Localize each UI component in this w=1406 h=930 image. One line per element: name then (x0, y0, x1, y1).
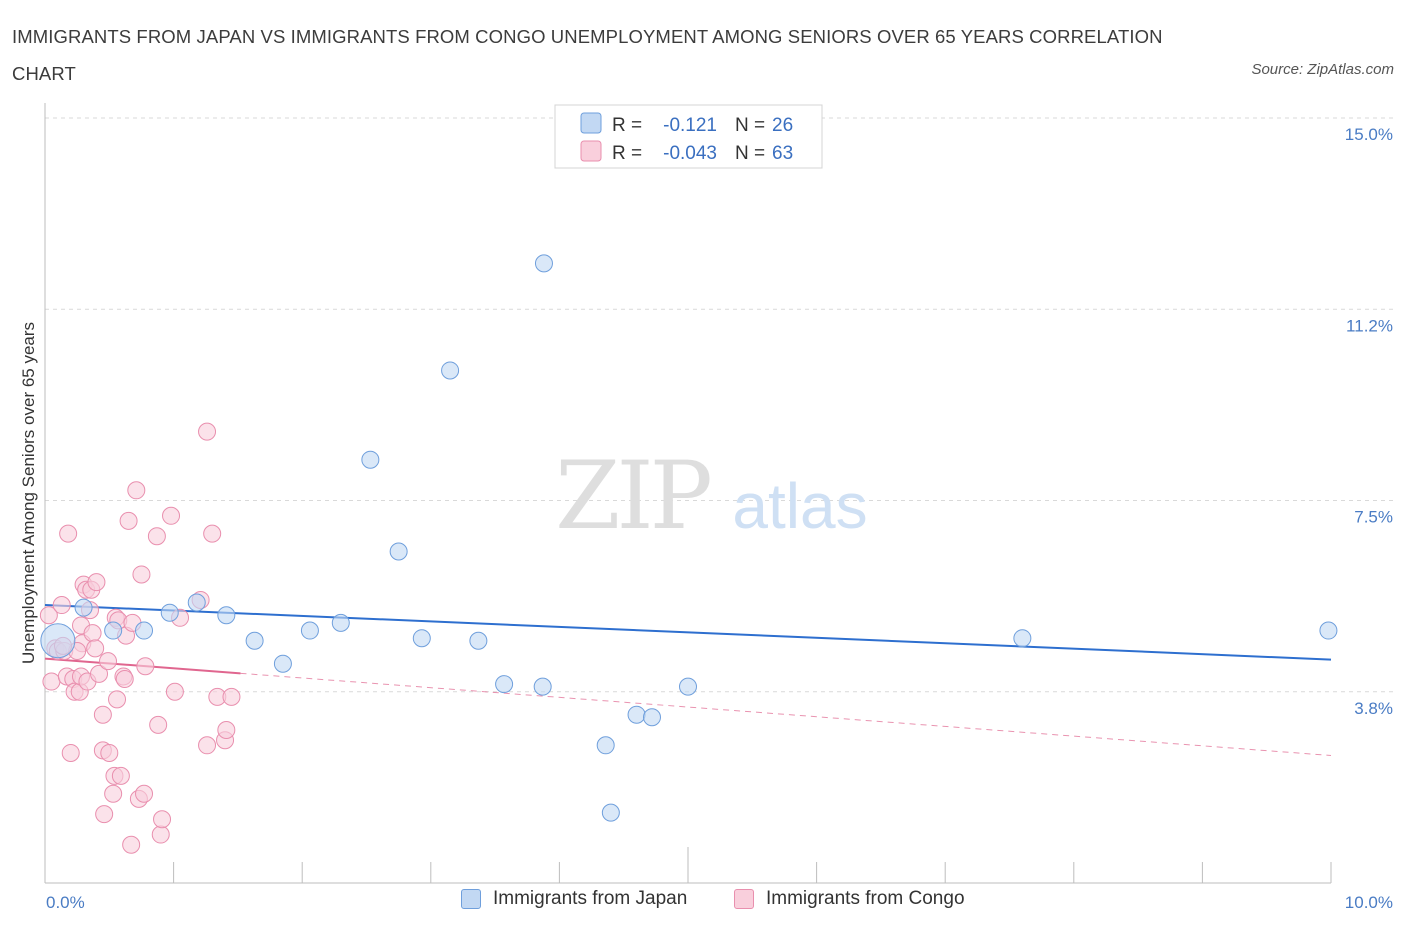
point-congo-41 (132, 565, 151, 584)
y-tick-labels: 15.0% 11.2% 7.5% 3.8% (1345, 125, 1393, 718)
legend-congo-n-label: N = (735, 143, 765, 164)
point-japan-15 (469, 631, 488, 650)
point-congo-59 (115, 670, 134, 688)
legend-congo-n-value: 63 (772, 143, 793, 164)
y-tick-label-0: 15.0% (1345, 125, 1393, 144)
point-congo-20 (86, 639, 105, 658)
point-congo-37 (122, 835, 141, 854)
point-congo-0 (39, 606, 58, 625)
point-japan-20 (627, 705, 646, 724)
point-congo-39 (127, 481, 146, 500)
point-congo-7 (59, 524, 78, 543)
legend-congo-r-value: -0.043 (663, 143, 717, 164)
point-japan-1 (74, 598, 93, 617)
x-tick-label-left: 0.0% (46, 893, 85, 912)
point-congo-25 (95, 805, 114, 824)
point-congo-52 (198, 422, 217, 441)
data-points (39, 254, 1338, 854)
point-japan-8 (273, 654, 292, 673)
point-japan-14 (441, 361, 460, 380)
point-congo-27 (100, 743, 119, 762)
point-japan-17 (534, 254, 553, 273)
x-tick-labels: 0.0% 10.0% (46, 893, 1393, 912)
point-congo-48 (162, 506, 181, 525)
point-japan-21 (642, 708, 661, 727)
legend-item-congo-swatch (734, 889, 754, 909)
legend-japan-n-label: N = (735, 115, 765, 136)
legend-japan-r-value: -0.121 (663, 115, 717, 136)
point-japan-2 (104, 621, 123, 640)
legend-item-japan: Immigrants from Japan (461, 888, 687, 910)
point-congo-54 (203, 524, 222, 543)
trend-line-japan (44, 604, 1332, 661)
point-japan-6 (217, 606, 236, 625)
point-congo-36 (119, 511, 138, 530)
point-japan-18 (533, 677, 552, 696)
point-japan-12 (389, 542, 408, 561)
point-congo-45 (149, 715, 168, 734)
point-congo-42 (135, 784, 154, 803)
trend-line-congo-dashed (240, 672, 1332, 756)
gridlines (45, 117, 1393, 693)
point-japan-19 (596, 736, 615, 755)
point-japan-13 (412, 629, 431, 648)
legend-congo-r-label: R = (612, 143, 642, 164)
legend-item-congo-label: Immigrants from Congo (766, 888, 965, 909)
point-japan-9 (300, 621, 319, 640)
correlation-legend: R = -0.121 N = 26 R = -0.043 N = 63 (554, 104, 823, 169)
watermark-zip: ZIP (555, 442, 709, 551)
source-label: Source: ZipAtlas.com (1251, 61, 1394, 78)
point-congo-8 (61, 743, 80, 762)
chart-title: IMMIGRANTS FROM JAPAN VS IMMIGRANTS FROM… (12, 26, 1163, 84)
y-tick-label-2: 7.5% (1354, 508, 1393, 527)
point-japan-25 (1319, 621, 1338, 640)
legend-japan-swatch (580, 112, 602, 134)
point-congo-1 (42, 672, 61, 691)
point-congo-44 (147, 527, 166, 546)
legend-congo-swatch (580, 140, 602, 162)
point-japan-24 (1013, 629, 1032, 648)
x-tick-label-right: 10.0% (1345, 893, 1393, 912)
watermark: ZIP atlas (555, 442, 867, 551)
point-congo-19 (83, 624, 102, 643)
point-japan-23 (601, 803, 620, 822)
legend-japan-n-value: 26 (772, 115, 793, 136)
legend-item-japan-label: Immigrants from Japan (493, 888, 688, 909)
point-congo-53 (198, 736, 217, 755)
point-japan-0 (40, 623, 76, 659)
y-axis-label: Unemployment Among Seniors over 65 years (19, 322, 38, 664)
point-congo-31 (108, 690, 127, 709)
point-congo-46 (151, 825, 170, 844)
point-japan-11 (361, 450, 380, 469)
y-tick-label-1: 11.2% (1346, 316, 1393, 335)
point-congo-58 (222, 687, 241, 706)
point-congo-21 (87, 573, 106, 592)
point-japan-22 (679, 677, 697, 696)
axes (44, 103, 1332, 884)
point-japan-4 (160, 603, 179, 622)
point-japan-16 (495, 675, 514, 694)
point-congo-47 (153, 810, 172, 829)
point-japan-7 (245, 631, 264, 650)
legend-item-japan-swatch (461, 889, 481, 909)
point-japan-5 (187, 593, 206, 612)
point-congo-22 (90, 664, 109, 683)
legend-japan-r-label: R = (612, 115, 642, 136)
point-japan-10 (331, 613, 350, 632)
point-japan-3 (135, 621, 154, 640)
point-congo-26 (99, 652, 118, 671)
point-congo-43 (136, 657, 155, 676)
point-congo-28 (104, 784, 123, 803)
point-congo-33 (111, 766, 130, 785)
point-congo-4 (52, 596, 71, 615)
y-tick-label-3: 3.8% (1354, 699, 1393, 718)
watermark-atlas: atlas (732, 470, 867, 542)
point-congo-49 (165, 682, 184, 701)
point-congo-23 (93, 705, 112, 724)
point-congo-57 (217, 721, 236, 739)
legend-item-congo: Immigrants from Congo (734, 888, 965, 910)
